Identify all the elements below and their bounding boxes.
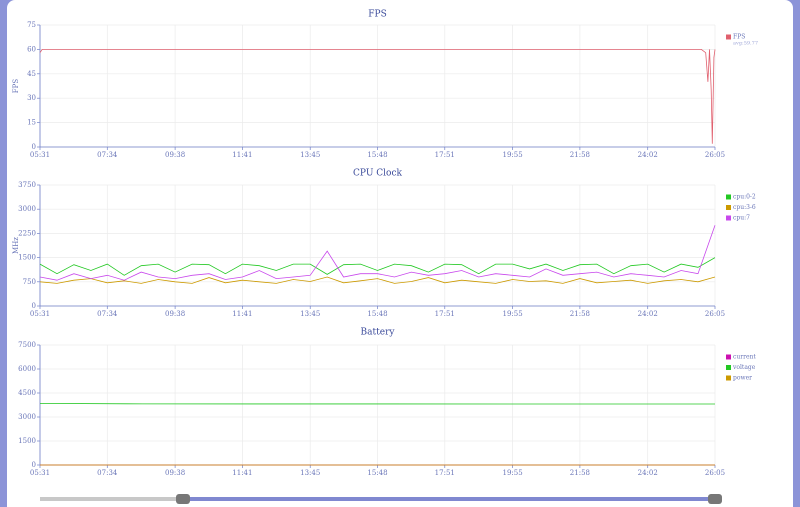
series-line <box>39 276 716 284</box>
legend-swatch <box>726 215 731 221</box>
x-tick-label: 17:51 <box>435 469 455 477</box>
series-line <box>39 49 716 144</box>
x-tick-label: 05:31 <box>30 469 50 477</box>
series-line <box>39 257 716 276</box>
x-tick-label: 13:45 <box>300 469 320 477</box>
x-tick-label: 19:55 <box>503 469 523 477</box>
x-tick-label: 05:31 <box>30 310 50 318</box>
x-tick-label: 07:34 <box>97 469 118 477</box>
y-tick-label: 4500 <box>18 389 36 397</box>
x-tick-label: 11:41 <box>232 469 252 477</box>
y-tick-label: 45 <box>27 70 36 78</box>
legend-label: cpu:0-2 <box>733 194 756 201</box>
y-tick-label: 3000 <box>18 413 36 421</box>
y-tick-label: 1500 <box>18 254 36 262</box>
x-tick-label: 15:48 <box>367 310 387 318</box>
x-tick-label: 19:55 <box>503 310 523 318</box>
x-tick-label: 13:45 <box>300 310 320 318</box>
legend-swatch <box>726 205 731 210</box>
y-tick-label: 15 <box>27 119 36 127</box>
legend-label: current <box>733 354 756 361</box>
legend-label: FPS <box>733 34 745 41</box>
y-tick-label: 2250 <box>18 229 36 237</box>
y-tick-label: 3750 <box>18 181 36 189</box>
legend-swatch <box>726 375 731 381</box>
x-tick-label: 24:02 <box>638 310 658 318</box>
y-tick-label: 60 <box>27 45 36 53</box>
x-tick-label: 05:31 <box>30 151 50 159</box>
x-tick-label: 09:38 <box>165 469 185 477</box>
legend-label: power <box>733 375 752 382</box>
x-tick-label: 11:41 <box>232 151 252 159</box>
legend-swatch <box>726 354 731 360</box>
legend-swatch <box>726 365 731 370</box>
x-tick-label: 21:58 <box>570 310 590 318</box>
x-tick-label: 07:34 <box>97 310 118 318</box>
y-tick-label: 3000 <box>18 205 36 213</box>
x-tick-label: 13:45 <box>300 151 320 159</box>
x-tick-label: 17:51 <box>435 151 455 159</box>
slider-handle[interactable] <box>176 494 190 504</box>
y-tick-label: 7500 <box>18 341 36 349</box>
y-tick-label: 0 <box>32 143 36 151</box>
x-tick-label: 24:02 <box>638 469 658 477</box>
series-line <box>39 403 716 405</box>
x-tick-label: 26:05 <box>705 469 725 477</box>
legend-note: avg:59.77 <box>733 41 758 47</box>
slider-handle[interactable] <box>708 494 722 504</box>
x-tick-label: 09:38 <box>165 310 185 318</box>
chart-title: CPU Clock <box>353 169 402 179</box>
chart-title: FPS <box>368 10 386 20</box>
x-tick-label: 15:48 <box>367 469 387 477</box>
y-tick-label: 1500 <box>18 437 36 445</box>
x-tick-label: 11:41 <box>232 310 252 318</box>
x-tick-label: 07:34 <box>97 151 118 159</box>
y-tick-label: 750 <box>23 278 36 286</box>
y-axis-label: MHz <box>12 237 20 254</box>
series-line <box>39 225 716 281</box>
y-axis-label: FPS <box>12 79 20 94</box>
x-tick-label: 17:51 <box>435 310 455 318</box>
legend-label: cpu:3-6 <box>733 204 756 211</box>
legend-label: voltage <box>732 364 756 371</box>
chart-title: Battery <box>361 328 396 338</box>
x-tick-label: 21:58 <box>570 151 590 159</box>
y-tick-label: 0 <box>32 461 36 469</box>
x-tick-label: 15:48 <box>367 151 387 159</box>
y-tick-label: 6000 <box>18 365 36 373</box>
legend-swatch <box>726 34 731 40</box>
x-tick-label: 26:05 <box>705 310 725 318</box>
y-tick-label: 30 <box>27 94 36 102</box>
x-tick-label: 24:02 <box>638 151 658 159</box>
y-tick-label: 0 <box>32 302 36 310</box>
x-tick-label: 21:58 <box>570 469 590 477</box>
legend-swatch <box>726 194 731 200</box>
x-tick-label: 19:55 <box>503 151 523 159</box>
x-tick-label: 26:05 <box>705 151 725 159</box>
x-tick-label: 09:38 <box>165 151 185 159</box>
y-tick-label: 75 <box>27 21 36 29</box>
legend-label: cpu:7 <box>733 215 750 222</box>
panel <box>7 0 793 507</box>
